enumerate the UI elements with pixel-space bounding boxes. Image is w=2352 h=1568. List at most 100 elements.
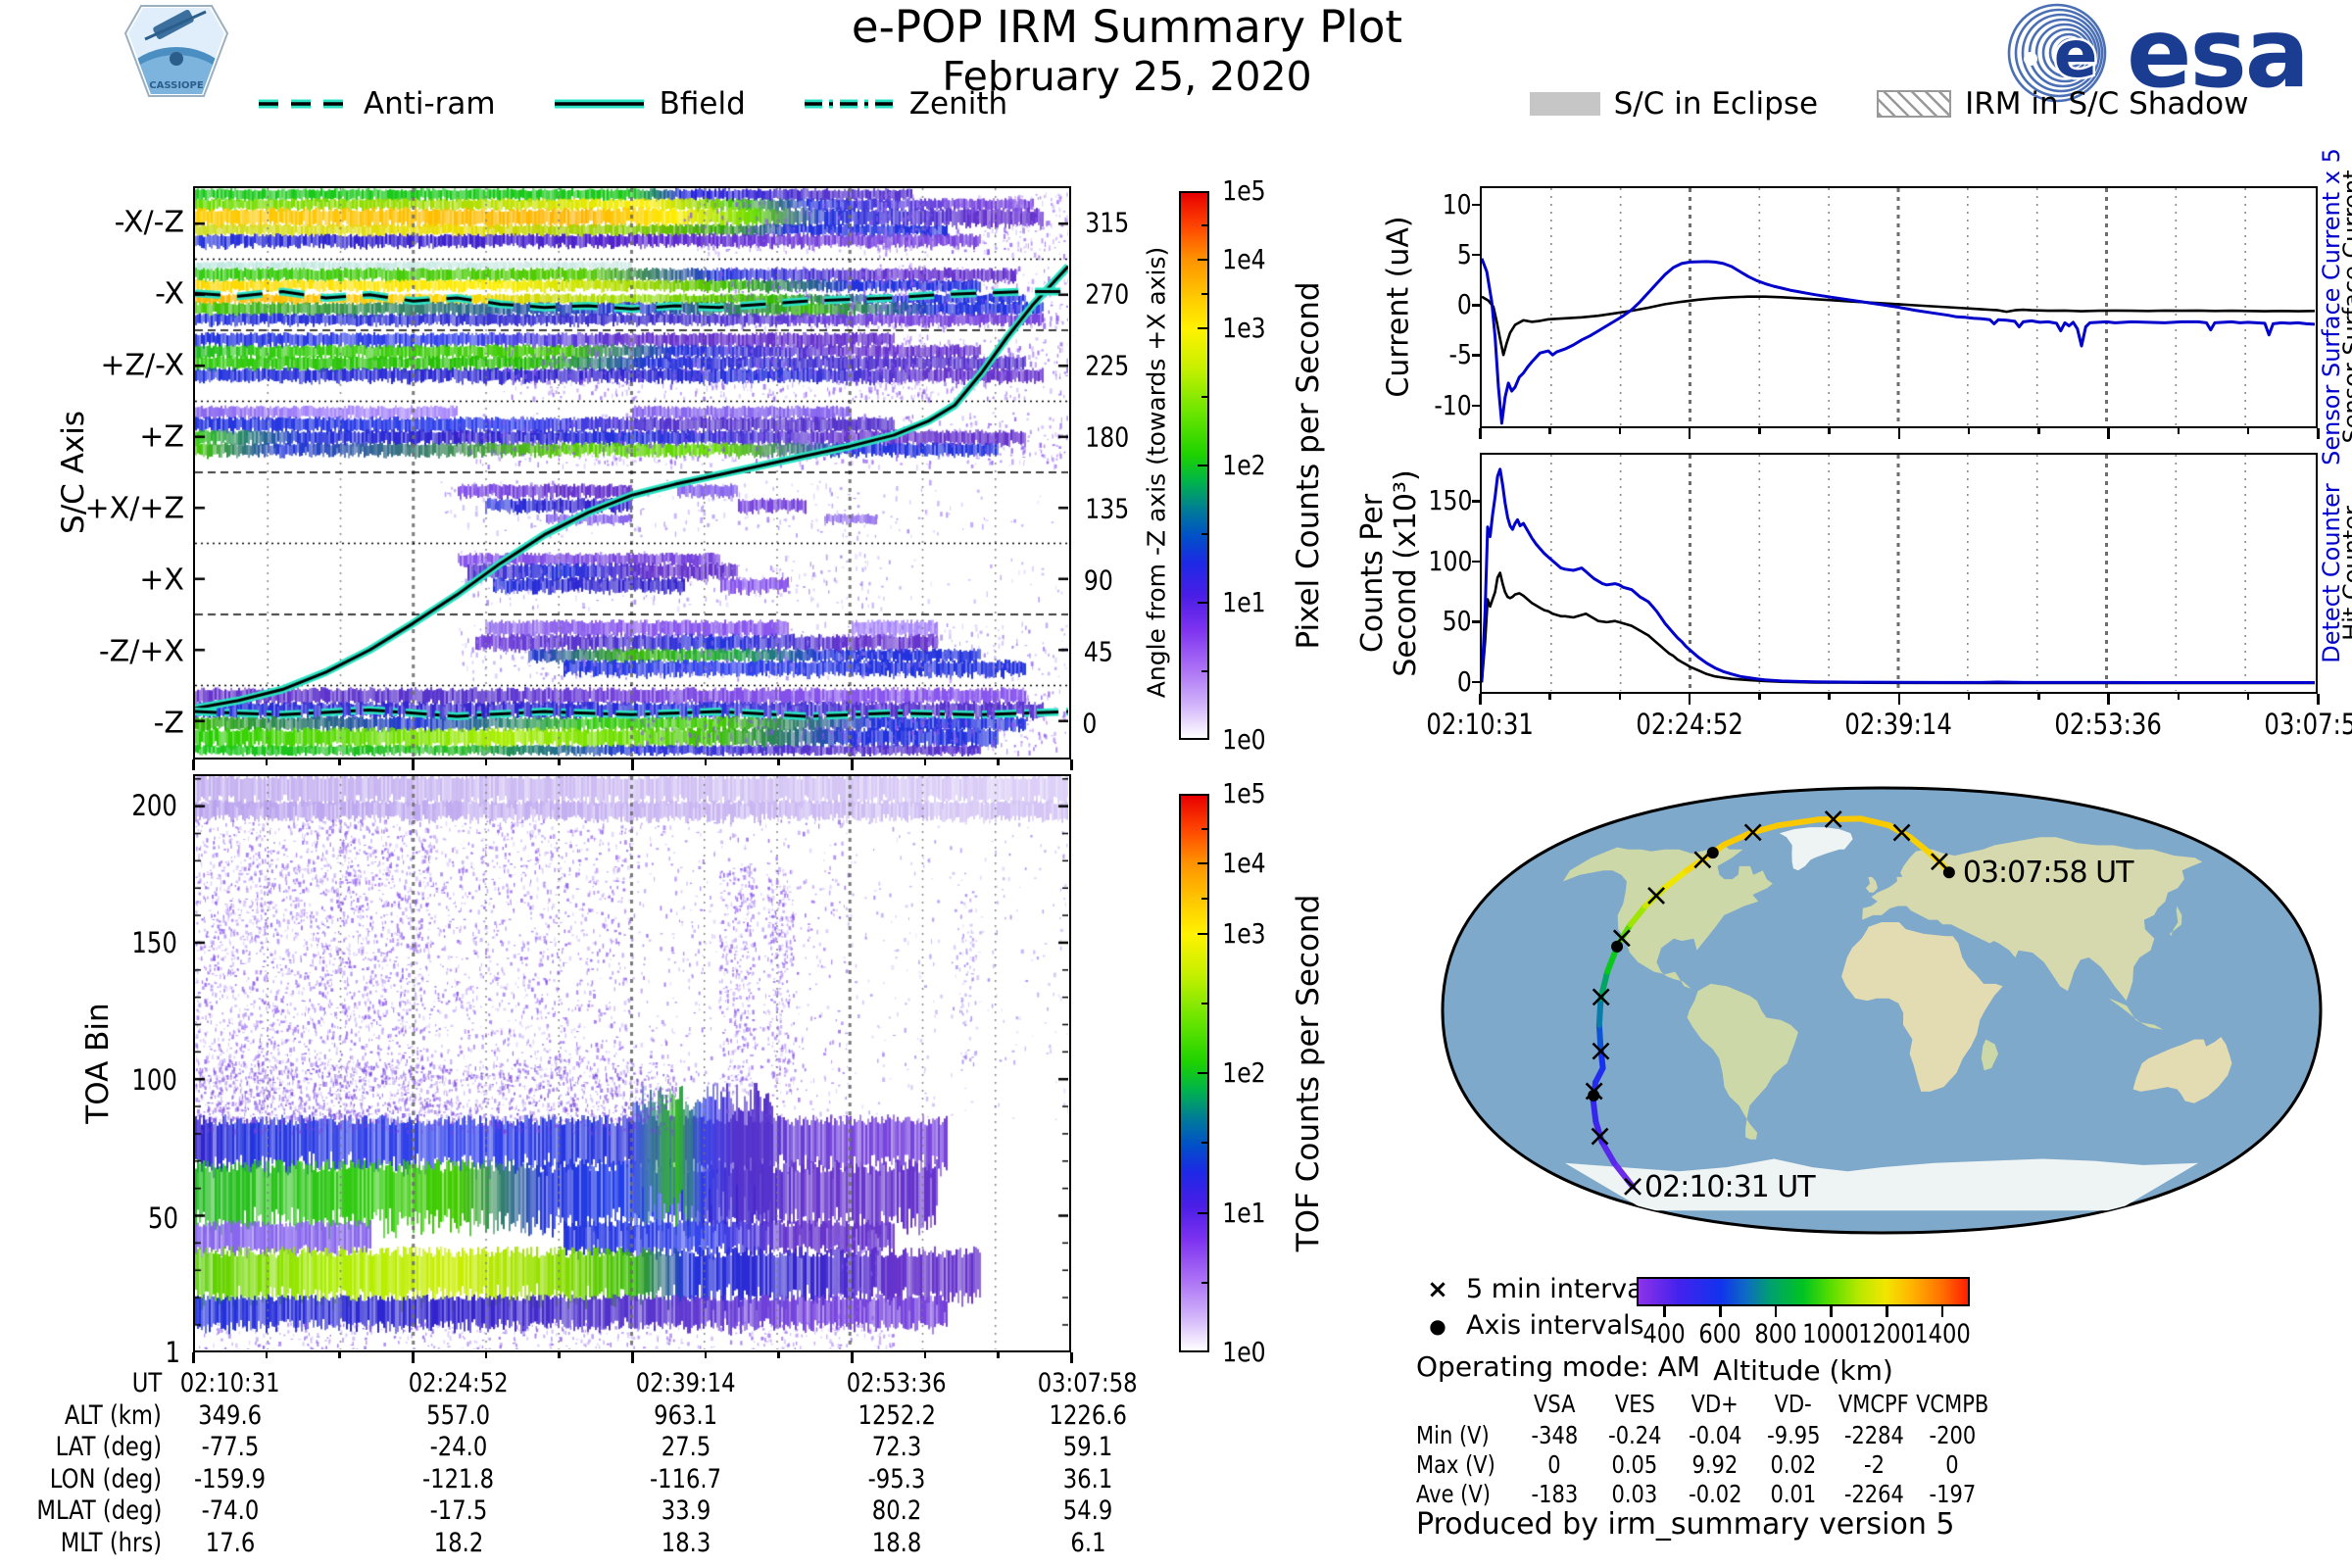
current-ytick-label: 0: [1457, 288, 1472, 320]
angle-axis-label: Angle from -Z axis (towards +X axis): [1142, 246, 1171, 699]
ephemeris-value: -24.0: [429, 1432, 488, 1462]
colorbar-tick-label: 1e1: [1222, 586, 1266, 618]
voltage-value: 0: [1945, 1450, 1959, 1479]
axis-interval-marker: [1942, 866, 1955, 879]
x-axis-tick: [631, 1352, 634, 1363]
angle-tick-label: 0: [1082, 707, 1098, 740]
colorbar-tick: [1198, 465, 1207, 466]
voltage-value: -2284: [1843, 1421, 1904, 1449]
ephemeris-value: 59.1: [1062, 1432, 1113, 1462]
ephemeris-value: 02:53:36: [847, 1368, 947, 1398]
voltage-value: -0.04: [1688, 1421, 1742, 1449]
altitude-tick: [1774, 1306, 1778, 1317]
ephemeris-value: 1226.6: [1049, 1399, 1127, 1431]
five-min-marker: [1591, 1127, 1609, 1146]
legend-label: IRM in S/C Shadow: [1965, 86, 2249, 122]
ephemeris-value: -159.9: [194, 1463, 267, 1494]
ephemeris-value: 02:10:31: [180, 1368, 280, 1398]
sc-band-label-3: +Z/-X: [100, 348, 184, 383]
colorbar-tick-label: 1e3: [1222, 916, 1266, 950]
chart-xtick-label: 02:53:36: [2054, 708, 2162, 741]
colorbar-tick-label: 1e3: [1222, 312, 1266, 344]
altitude-tick: [1886, 1306, 1888, 1317]
legend-item-anti-ram: Anti-ram: [257, 86, 496, 122]
counts-ytick-label: 50: [1443, 605, 1472, 638]
colorbar-minor-tick: [1201, 533, 1207, 535]
voltage-value: -200: [1929, 1421, 1976, 1449]
voltage-value: -197: [1929, 1480, 1976, 1508]
legend-label: Bfield: [659, 86, 746, 122]
page-date: February 25, 2020: [942, 53, 1312, 100]
altitude-tick: [1663, 1306, 1666, 1317]
x-axis-tick: [2317, 694, 2320, 705]
ephemeris-value: 02:39:14: [636, 1368, 736, 1398]
page-title: e-POP IRM Summary Plot: [851, 1, 1403, 53]
colorbar-minor-tick: [1201, 1002, 1207, 1004]
ephemeris-value: 27.5: [661, 1432, 711, 1462]
legend-item-eclipse: S/C in Eclipse: [1529, 86, 1818, 122]
x-axis-tick: [2107, 694, 2110, 705]
sc-band-label-8: -Z: [153, 706, 184, 741]
colorbar-tick-label: 1e0: [1222, 1336, 1266, 1368]
voltage-row-label: Ave (V): [1416, 1480, 1491, 1508]
spectrogram-line-legend: Anti-ram Bfield Zenith: [193, 86, 1071, 122]
chart-xtick-label: 02:24:52: [1636, 708, 1743, 741]
toa-tick-label: 1: [165, 1336, 180, 1369]
track-end-label: 03:07:58 UT: [1963, 856, 2134, 890]
colorbar-tick: [1198, 862, 1207, 865]
voltage-column-header: VCMPB: [1915, 1390, 1989, 1418]
x-axis-tick: [923, 760, 927, 765]
svg-text:e: e: [2054, 17, 2098, 92]
sc-band-label-7: -Z/+X: [98, 634, 184, 669]
x-axis-tick: [484, 1352, 488, 1358]
esa-logo: e e esa: [2007, 0, 2310, 110]
voltage-value: -0.24: [1607, 1421, 1662, 1449]
counts-ytick-label: 150: [1428, 484, 1472, 517]
x-axis-tick: [2177, 694, 2180, 700]
dashed-line-icon: [258, 99, 348, 109]
x-axis-tick: [1828, 694, 1831, 700]
dot-marker-icon: ●: [1429, 1313, 1446, 1338]
x-axis-tick: [1548, 694, 1551, 700]
x-axis-tick: [1967, 694, 1971, 700]
solid-line-icon: [554, 99, 644, 109]
colorbar-minor-tick: [1201, 897, 1207, 900]
voltage-value: 0.03: [1611, 1480, 1658, 1508]
y-axis-tick: [1472, 560, 1481, 564]
current-ytick-label: -10: [1434, 388, 1472, 421]
colorbar-minor-tick: [1201, 1281, 1207, 1284]
colorbar-minor-tick: [1201, 396, 1207, 398]
sc-band-label-6: +X: [139, 563, 184, 598]
toa-tick-label: 150: [131, 926, 177, 959]
voltage-column-header: VD-: [1774, 1390, 1813, 1418]
ephemeris-row-label: LAT (deg): [55, 1432, 162, 1462]
y-axis-tick: [1472, 354, 1481, 357]
x-axis-tick: [997, 1352, 1000, 1358]
x-axis-tick: [265, 1352, 269, 1358]
eclipse-legend: S/C in Eclipse IRM in S/C Shadow: [1441, 86, 2337, 122]
track-start-marker: [1624, 1177, 1642, 1196]
orbit-track-map: 02:10:31 UT 03:07:58 UT: [1441, 786, 2323, 1235]
altitude-colorbar-label: Altitude (km): [1713, 1354, 1893, 1387]
cassiope-mission-logo: CASSIOPE: [123, 5, 229, 97]
sc-band-label-5: +X/+Z: [84, 491, 184, 526]
legend-label: Zenith: [908, 86, 1008, 122]
ephemeris-value: 72.3: [871, 1432, 922, 1462]
esa-globe-icon: e e: [2007, 3, 2107, 103]
x-axis-tick: [2317, 428, 2320, 439]
ephemeris-value: 557.0: [426, 1399, 491, 1431]
sc-band-label-2: -X: [155, 276, 184, 312]
voltage-value: -9.95: [1766, 1421, 1821, 1449]
x-axis-tick: [558, 1352, 561, 1358]
ephemeris-value: 02:24:52: [409, 1368, 509, 1398]
current-chart-panel: [1480, 186, 2318, 428]
x-axis-tick: [777, 760, 780, 765]
x-axis-tick: [1688, 428, 1691, 439]
track-start-label: 02:10:31 UT: [1644, 1170, 1816, 1204]
y-axis-tick: [1472, 404, 1481, 407]
voltage-value: 0.01: [1770, 1480, 1817, 1508]
x-axis-tick: [484, 760, 488, 765]
ephemeris-row-label: UT: [131, 1368, 162, 1398]
ephemeris-row-label: MLT (hrs): [60, 1527, 162, 1558]
x-axis-tick: [851, 760, 854, 770]
